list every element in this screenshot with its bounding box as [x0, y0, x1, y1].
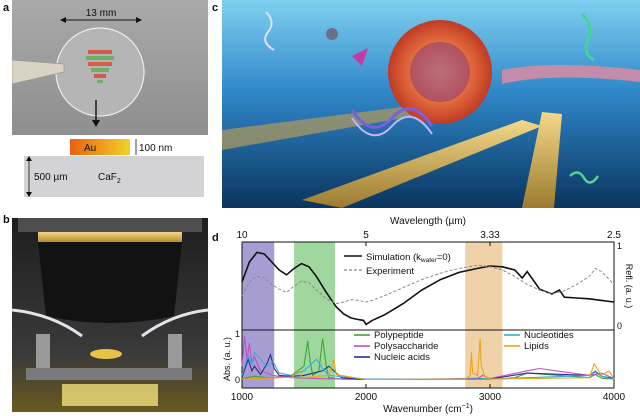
panel-a: 13 mm Au 100 nm 500 µm CaF2 — [12, 0, 208, 208]
legend-label: Lipids — [524, 341, 549, 352]
objective-body — [38, 242, 182, 323]
upper-legend: Simulation (kwater=0) Experiment — [344, 252, 451, 277]
top-tick-label: 2.5 — [607, 230, 621, 241]
screw-left — [36, 334, 50, 372]
right-tick-label: 1 — [617, 241, 622, 251]
dna-strand — [350, 107, 434, 129]
lower-plot-series — [241, 336, 615, 381]
dna-strand-2 — [351, 115, 433, 137]
sensor-chip-pattern — [86, 50, 114, 83]
nucleotide-molecule — [352, 48, 368, 66]
panel-letter-a: a — [3, 2, 10, 14]
lower-plot-frame — [241, 329, 615, 389]
series-line-simulation — [241, 251, 615, 326]
flow-cell — [90, 349, 122, 359]
vesicle-core — [410, 42, 470, 102]
substrate-thickness-label: 500 µm — [34, 172, 68, 183]
bottom-tick-label: 3000 — [479, 392, 502, 403]
substrate-layer — [24, 156, 204, 197]
legend-label: Polypeptide — [374, 330, 424, 341]
panel-d-chart: Wavelength (µm) 10 5 3.33 2.5 Simulation (k… — [222, 214, 640, 416]
highlight-band-1 — [294, 242, 335, 388]
upper-plot-series — [241, 251, 615, 326]
highlight-bands — [242, 242, 503, 388]
left-axis-label: Abs. (a. u.) — [222, 337, 232, 381]
arrow-up-icon — [26, 156, 32, 161]
left-tick-label: 0 — [235, 375, 240, 385]
stage-plate — [26, 368, 192, 380]
dimension-label: 13 mm — [86, 8, 117, 19]
panel-letter-b: b — [3, 214, 10, 226]
gold-rail-front-left — [302, 120, 542, 208]
left-axis-ticks: 01 — [235, 329, 240, 385]
objective-gold-ring — [38, 232, 182, 242]
panel-a-illustration: 13 mm Au 100 nm 500 µm CaF2 — [12, 0, 208, 208]
top-axis-ticks: 10 5 3.33 2.5 — [236, 230, 621, 246]
panel-c — [222, 0, 640, 208]
top-axis-label: Wavelength (µm) — [390, 216, 466, 227]
arrow-down-icon — [26, 192, 32, 197]
series-line-nucleic-acids — [241, 352, 615, 381]
gold-layer — [70, 139, 130, 155]
gold-rail-front-right — [522, 112, 562, 208]
legend-label: Nucleic acids — [374, 352, 430, 363]
series-line-lipids — [241, 338, 615, 381]
protein-chain — [569, 171, 600, 184]
bottom-tick-label: 4000 — [603, 392, 626, 403]
objective-top — [18, 218, 202, 232]
top-tick-label: 10 — [236, 230, 248, 241]
protein-helix — [580, 12, 595, 62]
glowing-sample — [62, 384, 158, 406]
bottom-axis-label: Wavenumber (cm−1) — [383, 403, 473, 415]
right-axis-label: Refl. (a. u.) — [624, 264, 634, 309]
panel-letter-c: c — [212, 2, 219, 14]
right-axis-ticks: 01 — [617, 241, 622, 331]
series-line-experiment — [241, 264, 615, 305]
small-particle — [326, 28, 338, 40]
gold-label: Au — [84, 143, 96, 154]
top-tick-label: 3.33 — [480, 230, 500, 241]
substrate-name: CaF2 — [98, 172, 121, 185]
bottom-tick-label: 1000 — [231, 392, 254, 403]
bottom-axis-ticks: 1000 2000 3000 4000 — [231, 384, 626, 403]
spectrum-chart: Wavelength (µm) 10 5 3.33 2.5 Simulation (k… — [222, 216, 634, 415]
pink-rail — [502, 65, 640, 84]
legend-experiment-label: Experiment — [366, 266, 414, 277]
small-helix — [264, 11, 275, 51]
legend-label: Polysaccharide — [374, 341, 438, 352]
left-tick-label: 1 — [235, 329, 240, 339]
arrow-head-right-icon — [136, 17, 142, 23]
legend-label: Nucleotides — [524, 330, 574, 341]
tweezers-icon — [12, 59, 65, 85]
molecule-illustration — [222, 0, 640, 208]
gold-thickness-label: 100 nm — [139, 143, 172, 154]
screw-right — [168, 334, 182, 372]
microscope-photo — [12, 218, 208, 412]
tube-right — [141, 308, 208, 338]
tube-left — [12, 308, 83, 338]
panel-b — [12, 218, 208, 412]
bottom-tick-label: 2000 — [355, 392, 378, 403]
right-tick-label: 0 — [617, 321, 622, 331]
arrow-down-icon — [92, 120, 100, 127]
legend-simulation-label: Simulation (kwater=0) — [366, 252, 451, 264]
arrow-head-left-icon — [60, 17, 66, 23]
panel-letter-d: d — [212, 232, 219, 244]
top-tick-label: 5 — [363, 230, 369, 241]
